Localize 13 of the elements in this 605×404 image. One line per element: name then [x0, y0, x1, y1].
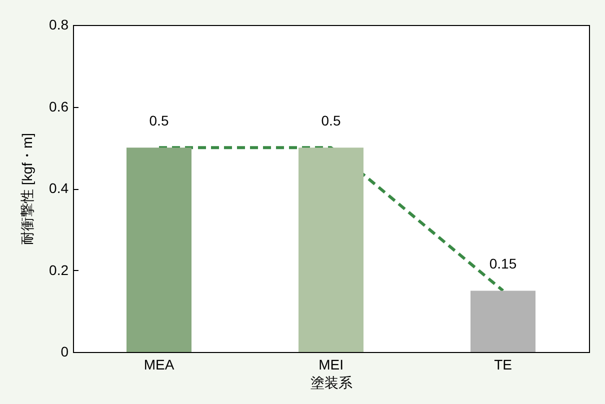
y-tick-label: 0.2 [49, 262, 69, 278]
x-tick-label: MEI [318, 356, 344, 372]
x-axis-title: 塗装系 [310, 374, 352, 390]
y-tick-label: 0.8 [49, 16, 69, 32]
data-label: 0.5 [149, 112, 169, 129]
y-tick-label: 0.4 [49, 180, 69, 196]
y-tick-label: 0 [60, 344, 69, 360]
y-axis-title: 耐衝撃性 [kgf・m] [19, 132, 36, 246]
x-tick-label: TE [494, 356, 512, 372]
y-tick-label: 0.6 [49, 98, 69, 114]
x-tick-label: MEA [144, 356, 175, 372]
data-label: 0.15 [489, 256, 517, 272]
data-label: 0.5 [321, 112, 341, 129]
